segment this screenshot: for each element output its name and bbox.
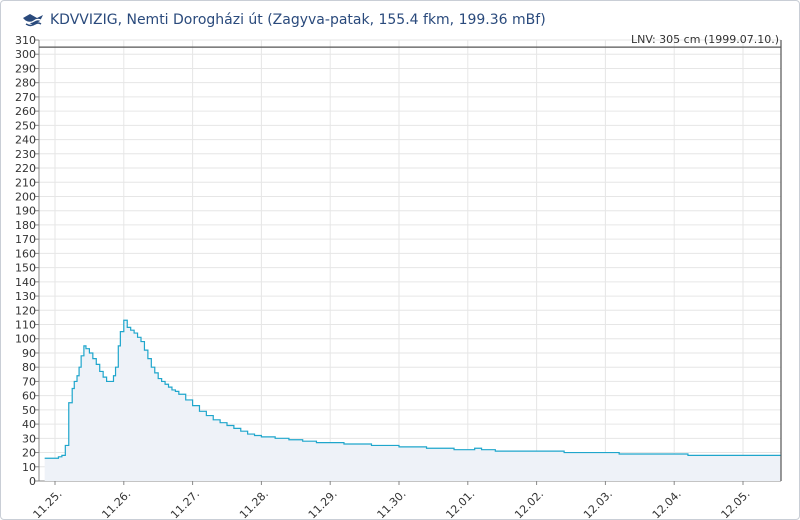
y-tick-label: 210 — [15, 176, 36, 189]
y-tick-label: 190 — [15, 205, 36, 218]
x-tick-label: 11.27. — [168, 487, 202, 520]
chart-title: KDVVIZIG, Nemti Dorogházi út (Zagyva-pat… — [50, 12, 546, 28]
y-tick-label: 110 — [15, 319, 36, 332]
y-tick-label: 100 — [15, 333, 36, 346]
y-tick-label: 290 — [15, 62, 36, 75]
chart-header: KDVVIZIG, Nemti Dorogházi út (Zagyva-pat… — [22, 9, 546, 31]
y-tick-label: 130 — [15, 290, 36, 303]
y-tick-label: 180 — [15, 219, 36, 232]
y-tick-label: 80 — [22, 361, 36, 374]
x-tick-label: 11.29. — [306, 487, 340, 520]
y-tick-label: 230 — [15, 148, 36, 161]
y-tick-label: 20 — [22, 447, 36, 460]
reference-layer: LNV: 305 cm (1999.07.10.) — [39, 33, 782, 481]
x-tick-label: 12.01. — [443, 487, 477, 520]
lnv-reference-label: LNV: 305 cm (1999.07.10.) — [631, 33, 779, 46]
x-tick-label: 11.26. — [99, 487, 133, 520]
y-tick-label: 170 — [15, 233, 36, 246]
y-tick-label: 200 — [15, 190, 36, 203]
x-tick-label: 12.03. — [581, 487, 615, 520]
series-line — [44, 319, 781, 459]
x-tick-label: 11.25. — [31, 487, 65, 520]
y-tick-label: 270 — [15, 91, 36, 104]
y-tick-label: 260 — [15, 105, 36, 118]
y-tick-label: 250 — [15, 119, 36, 132]
series-layer — [44, 319, 782, 481]
y-tick-label: 150 — [15, 262, 36, 275]
x-tick-label: 12.02. — [512, 487, 546, 520]
y-tick-label: 0 — [29, 475, 36, 488]
series-area — [44, 320, 782, 481]
x-tick-label: 11.30. — [375, 487, 409, 520]
y-tick-label: 70 — [22, 375, 36, 388]
y-tick-label: 30 — [22, 432, 36, 445]
y-tick-label: 10 — [22, 461, 36, 474]
y-tick-label: 60 — [22, 390, 36, 403]
y-tick-label: 220 — [15, 162, 36, 175]
y-tick-label: 120 — [15, 304, 36, 317]
y-tick-label: 240 — [15, 134, 36, 147]
y-tick-label: 50 — [22, 404, 36, 417]
y-tick-label: 160 — [15, 247, 36, 260]
y-tick-label: 300 — [15, 48, 36, 61]
y-tick-label: 280 — [15, 77, 36, 90]
y-tick-label: 40 — [22, 418, 36, 431]
x-tick-label: 11.28. — [237, 487, 271, 520]
y-tick-label: 140 — [15, 276, 36, 289]
y-tick-label: 310 — [15, 34, 36, 47]
x-tick-label: 12.05. — [719, 487, 753, 520]
y-tick-label: 90 — [22, 347, 36, 360]
kdvvizig-logo-icon — [23, 14, 43, 27]
x-tick-label: 12.04. — [650, 487, 684, 520]
